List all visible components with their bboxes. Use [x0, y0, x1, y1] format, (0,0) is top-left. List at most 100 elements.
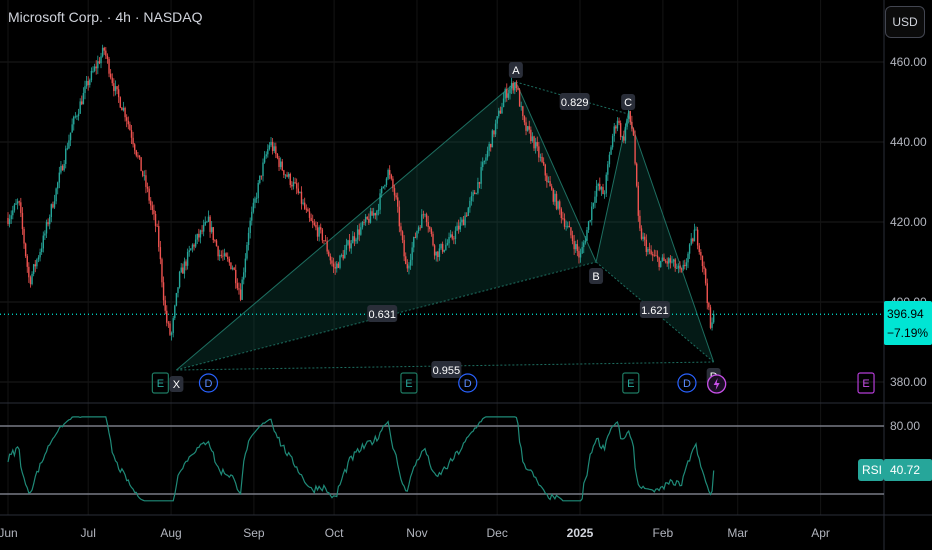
candle-body — [687, 253, 689, 263]
candle-body — [507, 93, 510, 98]
time-axis[interactable]: Jun Jul Aug Sep Oct Nov Dec 2025 Feb Mar Apr — [0, 526, 830, 540]
pattern-leg-bc[interactable] — [595, 113, 629, 263]
pattern-triangle[interactable] — [176, 82, 597, 370]
candle-body — [194, 239, 197, 247]
candle-body — [451, 234, 453, 239]
candle-body — [656, 255, 659, 258]
candle-body — [550, 186, 553, 190]
candle-body — [202, 224, 205, 232]
candle-body — [71, 124, 73, 133]
dividend-marker[interactable] — [198, 373, 219, 393]
candle-body — [575, 244, 577, 250]
candle-body — [408, 265, 410, 269]
pattern-triangle[interactable] — [596, 114, 714, 362]
candle-body — [602, 187, 604, 194]
rsi-pane[interactable] — [0, 416, 884, 502]
candle-body — [20, 202, 22, 213]
candle-body — [642, 236, 644, 239]
price-badge-price: 396.94 — [887, 307, 924, 321]
candle-body — [571, 235, 574, 242]
earnings-marker[interactable] — [400, 372, 418, 394]
earnings-marker[interactable] — [622, 372, 640, 394]
candle-body — [113, 83, 115, 92]
candle-body — [401, 231, 404, 241]
candle-body — [457, 225, 460, 230]
dividend-marker[interactable] — [458, 373, 478, 393]
candle-body — [482, 162, 484, 168]
candle-body — [32, 264, 35, 274]
candle-body — [384, 184, 386, 187]
candle-body — [162, 282, 165, 301]
pattern-leg-ac[interactable] — [515, 81, 629, 115]
candle-body — [486, 150, 489, 158]
candle-body — [389, 170, 391, 175]
candle-body — [629, 111, 631, 123]
candle-body — [517, 88, 519, 90]
candle-body — [573, 241, 575, 250]
candle-body — [196, 233, 198, 240]
harmonic-pattern[interactable] — [176, 81, 715, 371]
candle-body — [40, 248, 43, 253]
candle-body — [29, 277, 32, 285]
candle-body — [97, 61, 99, 69]
candle-body — [129, 124, 131, 131]
candle-body — [387, 170, 389, 179]
candle-body — [267, 149, 269, 155]
candle-body — [150, 200, 152, 206]
candle-body — [549, 181, 551, 187]
candle-body — [546, 175, 548, 183]
candle-body — [680, 268, 683, 270]
candle-body — [26, 256, 28, 267]
pattern-ratio-label: 0.829 — [561, 97, 589, 109]
dividend-marker[interactable] — [677, 373, 697, 393]
candle-body — [533, 136, 535, 149]
candle-body — [576, 244, 579, 251]
pattern-leg-cd[interactable] — [627, 113, 715, 363]
candle-body — [219, 254, 221, 257]
earnings-marker[interactable] — [151, 372, 169, 394]
candle-body — [220, 254, 223, 256]
candle-body — [158, 226, 160, 248]
candle-body — [13, 204, 16, 211]
candle-body — [23, 229, 25, 244]
symbol-title[interactable]: Microsoft Corp. · 4h · NASDAQ — [8, 9, 203, 25]
time-tick-label: Jun — [0, 526, 18, 540]
candle-body — [660, 260, 662, 267]
candle-body — [268, 145, 271, 150]
currency-button[interactable]: USD — [885, 6, 925, 38]
candle-body — [199, 230, 202, 238]
candle-body — [36, 259, 38, 267]
candle-body — [685, 262, 688, 267]
candle-body — [445, 244, 447, 250]
candle-body — [169, 323, 171, 335]
candle-body — [53, 201, 56, 208]
candle-body — [692, 238, 694, 242]
candle-body — [449, 234, 452, 237]
candle-body — [433, 245, 436, 256]
candle-body — [37, 257, 40, 260]
candle-body — [437, 251, 439, 258]
candle-body — [525, 122, 527, 131]
candle-body — [469, 200, 471, 208]
pattern-leg-xa[interactable] — [176, 81, 517, 371]
candle-body — [425, 214, 428, 223]
candle-body — [671, 261, 673, 263]
candle-body — [438, 248, 441, 258]
candle-body — [635, 163, 638, 186]
candle-body — [105, 50, 107, 56]
candle-body — [87, 80, 89, 86]
candle-body — [496, 116, 498, 124]
axis-badges: 396.94 −7.19% RSI 40.72 — [858, 301, 932, 481]
candle-body — [331, 260, 333, 264]
candle-body — [348, 240, 351, 249]
candle-body — [578, 250, 580, 258]
candle-body — [74, 116, 77, 118]
pattern-leg-ab[interactable] — [515, 81, 597, 263]
candle-body — [222, 255, 224, 257]
candle-body — [456, 225, 458, 231]
earnings-marker[interactable] — [857, 372, 875, 394]
candle-body — [175, 292, 178, 306]
candle-body — [607, 164, 609, 175]
